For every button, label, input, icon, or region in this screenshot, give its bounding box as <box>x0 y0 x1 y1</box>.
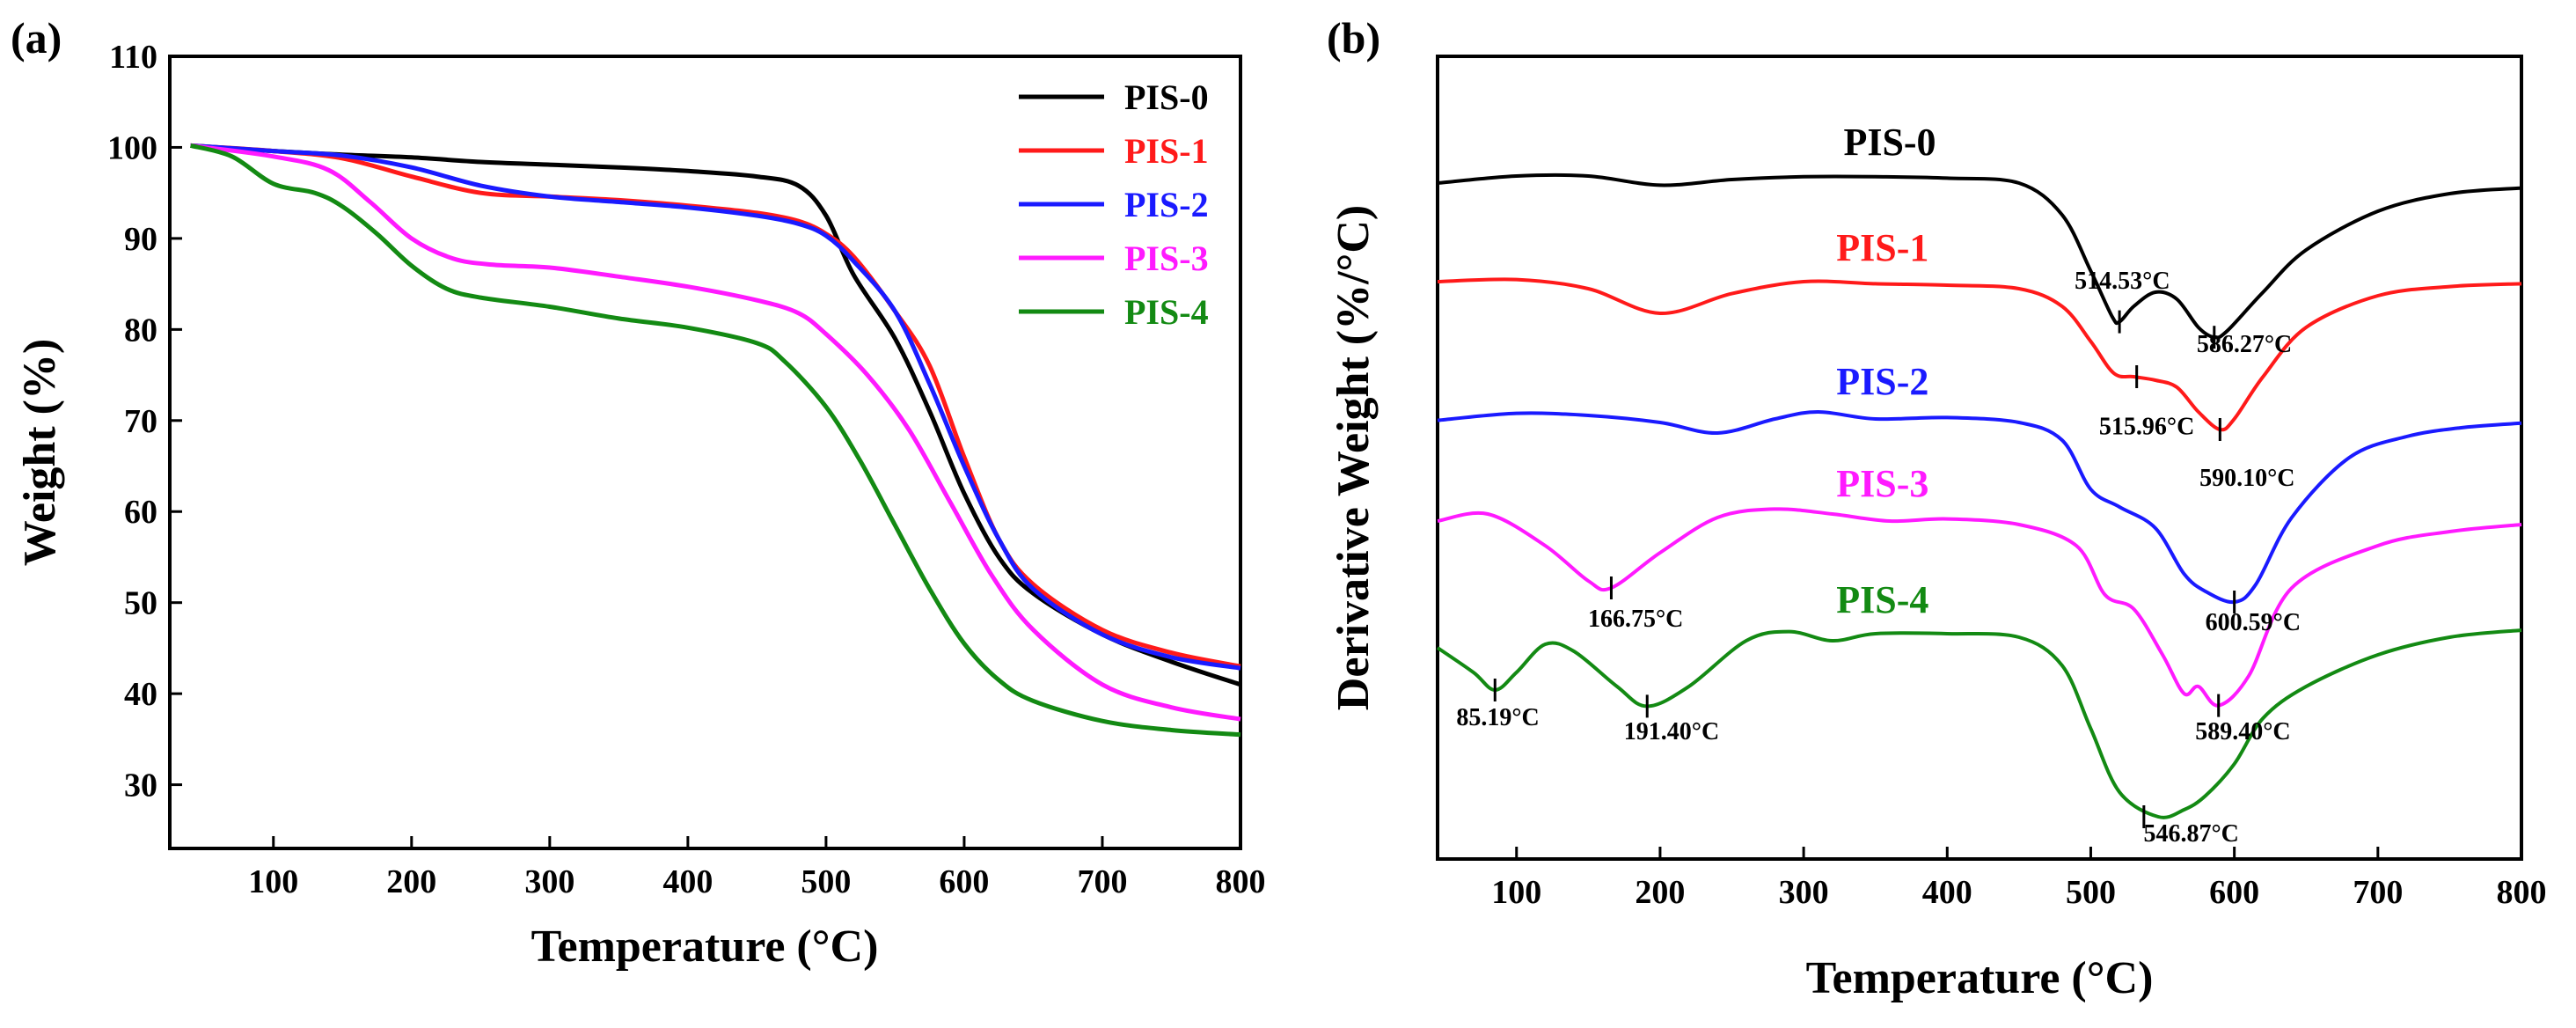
plot-b-frame <box>1436 55 2523 861</box>
y-tick-label: 40 <box>124 676 157 713</box>
peak-label: 85.19°C <box>1456 704 1539 731</box>
plot-a-xlabel: Temperature (°C) <box>531 922 879 972</box>
dtg-panel: (b) 100 200 300 400 500 600 700 800 PIS-0PIS-1P… <box>1327 13 2547 1003</box>
x-tick-label: 800 <box>1216 863 1266 900</box>
x-tick-label: 500 <box>2066 874 2116 911</box>
series-line-pis-1 <box>190 143 1241 669</box>
series-label: PIS-3 <box>1836 462 1928 505</box>
series-label: PIS-0 <box>1843 121 1936 164</box>
peak-label: 191.40°C <box>1624 718 1719 745</box>
legend-label: PIS-4 <box>1124 292 1209 332</box>
legend-label: PIS-0 <box>1124 77 1209 117</box>
plot-b-xlabel: Temperature (°C) <box>1806 953 2154 1003</box>
legend-label: PIS-1 <box>1124 131 1209 171</box>
panel-a-label: (a) <box>11 13 62 62</box>
y-tick-label: 80 <box>124 312 157 349</box>
peak-label: 515.96°C <box>2099 414 2194 441</box>
x-tick-label: 400 <box>1922 874 1972 911</box>
legend-label: PIS-3 <box>1124 239 1209 278</box>
plot-a-series <box>189 143 1241 738</box>
legend: PIS-0 PIS-1 PIS-2 PIS-3 PIS-4 <box>1019 77 1209 332</box>
legend-label: PIS-2 <box>1124 185 1209 224</box>
y-tick-label: 60 <box>124 494 157 531</box>
plot-b-annotations: PIS-0 PIS-1 PIS-2 PIS-3 PIS-4 514.53°C 586.27°… <box>1456 121 2301 848</box>
peak-label: 589.40°C <box>2195 718 2290 745</box>
series-line-pis-4 <box>1436 628 2522 819</box>
x-tick-label: 100 <box>248 863 298 900</box>
x-tick-label: 300 <box>1779 874 1829 911</box>
series-label: PIS-4 <box>1836 578 1928 621</box>
series-label: PIS-2 <box>1836 360 1928 403</box>
series-line-pis-0 <box>1437 173 2522 340</box>
plot-b-series <box>1436 173 2522 819</box>
y-tick-label: 90 <box>124 221 157 258</box>
x-tick-label: 700 <box>1077 863 1127 900</box>
y-tick-label: 30 <box>124 767 157 804</box>
y-tick-label: 110 <box>109 39 157 76</box>
series-line-pis-3 <box>190 143 1241 722</box>
plot-a-frame <box>168 55 1242 850</box>
x-tick-label: 400 <box>662 863 713 900</box>
panel-b-label: (b) <box>1327 13 1380 62</box>
peak-label: 166.75°C <box>1588 606 1683 633</box>
series-line-pis-2 <box>190 143 1241 671</box>
x-tick-label: 600 <box>2209 874 2259 911</box>
series-line-pis-1 <box>1437 277 2522 432</box>
series-line-pis-4 <box>189 143 1241 738</box>
x-tick-label: 600 <box>939 863 989 900</box>
series-line-pis-0 <box>190 143 1241 687</box>
peak-label: 600.59°C <box>2206 609 2301 636</box>
plot-b-ylabel: Derivative Weight (%/°C) <box>1328 205 1379 710</box>
x-tick-label: 800 <box>2497 874 2547 911</box>
x-tick-label: 100 <box>1491 874 1541 911</box>
peak-label: 546.87°C <box>2143 820 2238 848</box>
series-line-pis-2 <box>1437 410 2522 605</box>
y-tick-label: 70 <box>124 403 157 440</box>
x-tick-label: 200 <box>386 863 436 900</box>
peak-label: 514.53°C <box>2075 268 2170 295</box>
y-tick-label: 100 <box>107 129 157 166</box>
plot-a-ticks: 100 200 300 400 500 600 700 800 30 40 50 60 70 80 90 10… <box>107 39 1266 900</box>
peak-label: 586.27°C <box>2197 331 2292 358</box>
plot-a-ylabel: Weight (%) <box>15 339 65 567</box>
x-tick-label: 500 <box>801 863 851 900</box>
x-tick-label: 200 <box>1635 874 1685 911</box>
y-tick-label: 50 <box>124 585 157 622</box>
series-label: PIS-1 <box>1836 226 1928 269</box>
plot-b-ticks: 100 200 300 400 500 600 700 800 <box>1491 847 2547 911</box>
x-tick-label: 700 <box>2353 874 2403 911</box>
x-tick-label: 300 <box>524 863 574 900</box>
tga-panel: (a) 100 200 300 400 500 600 700 800 30 40 50 60 70 80… <box>11 13 1266 972</box>
peak-label: 590.10°C <box>2199 465 2294 492</box>
